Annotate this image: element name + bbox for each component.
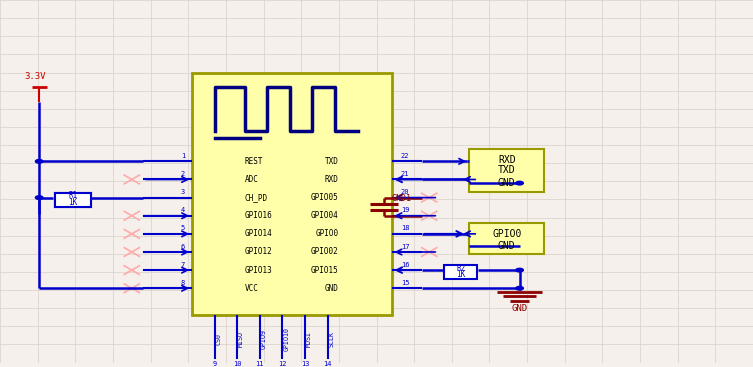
Text: 3.3V: 3.3V (25, 72, 46, 81)
Text: 2: 2 (181, 171, 185, 177)
Text: 9: 9 (212, 361, 217, 367)
Text: GPIO02: GPIO02 (311, 247, 339, 257)
Text: 22: 22 (401, 153, 410, 159)
Text: 13: 13 (300, 361, 309, 367)
Text: GND: GND (325, 284, 339, 293)
Bar (444, 265, 477, 279)
Text: GPIO10: GPIO10 (283, 327, 289, 351)
Text: 18: 18 (401, 225, 410, 232)
Bar (55, 193, 91, 207)
Text: 12: 12 (278, 361, 287, 367)
Circle shape (516, 268, 523, 272)
Text: ADC: ADC (245, 175, 258, 184)
Bar (55, 193, 91, 207)
Text: GPIO14: GPIO14 (245, 229, 273, 239)
Text: VCC: VCC (245, 284, 258, 293)
Text: GPIO0: GPIO0 (316, 229, 339, 239)
Text: 19: 19 (401, 207, 410, 213)
Text: 21: 21 (401, 171, 410, 177)
Text: SCLK: SCLK (328, 331, 334, 347)
Text: 11: 11 (255, 361, 264, 367)
Circle shape (516, 181, 523, 185)
Text: 8: 8 (181, 280, 185, 286)
Text: GPIO04: GPIO04 (311, 211, 339, 220)
Text: GPIO9: GPIO9 (261, 329, 267, 349)
Bar (469, 149, 544, 192)
Text: GND1: GND1 (392, 194, 412, 203)
Text: 6: 6 (181, 244, 185, 250)
Text: GPIO16: GPIO16 (245, 211, 273, 220)
Text: 10: 10 (233, 361, 242, 367)
Text: MISO: MISO (238, 331, 244, 347)
Text: 5: 5 (181, 225, 185, 232)
Text: 4: 4 (181, 207, 185, 213)
Text: MOSI: MOSI (306, 331, 312, 347)
Text: R2: R2 (456, 264, 465, 273)
Bar (469, 223, 544, 254)
Text: 14: 14 (323, 361, 332, 367)
Text: TXD: TXD (325, 157, 339, 166)
Text: 1K: 1K (456, 270, 465, 279)
Text: REST: REST (245, 157, 264, 166)
Text: 1: 1 (181, 153, 185, 159)
Text: GND: GND (498, 178, 516, 188)
Circle shape (35, 160, 43, 163)
Text: RXD: RXD (498, 155, 516, 164)
Text: 20: 20 (401, 189, 410, 195)
Text: RXD: RXD (325, 175, 339, 184)
Bar (192, 73, 392, 316)
Circle shape (35, 196, 43, 199)
Text: 15: 15 (401, 280, 410, 286)
Text: 16: 16 (401, 262, 410, 268)
Text: GND: GND (498, 241, 516, 251)
Text: 7: 7 (181, 262, 185, 268)
Text: GPIO12: GPIO12 (245, 247, 273, 257)
Text: 1K: 1K (69, 198, 78, 207)
Text: CS0: CS0 (215, 333, 221, 345)
Text: GND: GND (511, 304, 528, 313)
Text: CH_PD: CH_PD (245, 193, 268, 202)
Text: 3: 3 (181, 189, 185, 195)
Text: GPIO05: GPIO05 (311, 193, 339, 202)
Text: GPIO0: GPIO0 (492, 229, 522, 239)
Text: GPIO15: GPIO15 (311, 266, 339, 275)
Text: GPIO13: GPIO13 (245, 266, 273, 275)
Text: 17: 17 (401, 244, 410, 250)
Circle shape (516, 287, 523, 290)
Text: R1: R1 (69, 191, 78, 200)
Text: TXD: TXD (498, 166, 516, 175)
